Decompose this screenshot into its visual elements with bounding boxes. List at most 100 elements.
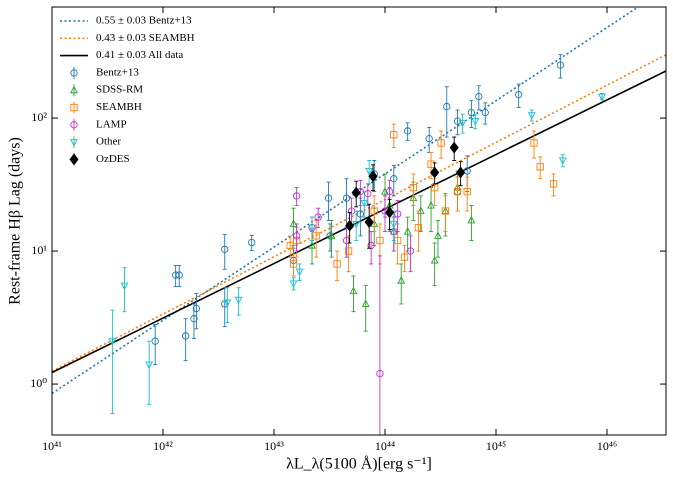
x-tick-label: 10⁴⁶ bbox=[597, 439, 617, 453]
point bbox=[145, 361, 154, 370]
point bbox=[376, 369, 384, 378]
series-2 bbox=[286, 123, 558, 282]
point bbox=[471, 118, 480, 126]
point bbox=[108, 338, 117, 346]
point bbox=[314, 213, 322, 221]
point bbox=[453, 187, 462, 196]
point bbox=[356, 210, 365, 218]
point bbox=[385, 187, 394, 196]
x-tick-label: 10⁴¹ bbox=[42, 439, 62, 453]
point bbox=[351, 186, 361, 199]
point bbox=[414, 223, 423, 232]
point bbox=[397, 276, 406, 284]
point bbox=[368, 170, 378, 183]
point bbox=[289, 280, 298, 289]
point bbox=[458, 119, 467, 128]
point bbox=[361, 299, 370, 307]
point bbox=[475, 92, 483, 101]
point bbox=[404, 127, 412, 135]
y-axis-label: Rest-frame Hβ Lag (days) bbox=[7, 137, 24, 305]
point bbox=[69, 153, 79, 166]
plot-area bbox=[52, 7, 666, 435]
point bbox=[430, 255, 439, 264]
point bbox=[467, 215, 476, 224]
point bbox=[308, 241, 316, 249]
x-tick-label: 10⁴⁵ bbox=[486, 439, 506, 453]
point bbox=[333, 260, 341, 268]
point bbox=[344, 247, 353, 255]
point bbox=[449, 141, 459, 154]
point bbox=[456, 166, 466, 179]
point bbox=[327, 231, 336, 239]
point bbox=[400, 253, 409, 261]
point bbox=[70, 103, 78, 112]
point bbox=[558, 157, 567, 165]
point bbox=[364, 216, 374, 229]
point bbox=[536, 163, 544, 171]
point bbox=[345, 219, 355, 232]
series-5 bbox=[345, 136, 466, 249]
x-axis-label: λL_λ(5100 Å)[erg s⁻¹] bbox=[286, 455, 432, 473]
point bbox=[192, 304, 201, 313]
legend-label: Bentz+13 bbox=[96, 66, 139, 78]
point bbox=[293, 192, 301, 200]
point bbox=[175, 271, 183, 279]
point bbox=[437, 139, 445, 147]
point bbox=[481, 108, 489, 117]
legend-label: SDSS-RM bbox=[96, 84, 143, 96]
point bbox=[182, 332, 190, 340]
legend-label: 0.43 ± 0.03 SEAMBH bbox=[96, 32, 195, 44]
point bbox=[394, 210, 402, 218]
point bbox=[515, 90, 523, 99]
point bbox=[295, 268, 304, 277]
point bbox=[248, 238, 256, 247]
point bbox=[367, 241, 375, 250]
point bbox=[190, 315, 198, 323]
point bbox=[70, 69, 78, 77]
point bbox=[370, 207, 378, 215]
point bbox=[376, 236, 384, 245]
point bbox=[389, 220, 398, 229]
point bbox=[151, 337, 159, 345]
y-tick-label: 10⁰ bbox=[30, 376, 47, 390]
point bbox=[597, 93, 606, 102]
point bbox=[286, 241, 294, 250]
point bbox=[416, 206, 425, 215]
point bbox=[223, 299, 232, 308]
legend-label: Other bbox=[96, 136, 121, 148]
point bbox=[349, 286, 358, 295]
point bbox=[406, 247, 415, 255]
point bbox=[427, 201, 436, 209]
point bbox=[352, 220, 361, 229]
point bbox=[394, 236, 402, 245]
point bbox=[527, 112, 536, 120]
point bbox=[365, 167, 374, 176]
point bbox=[390, 131, 398, 139]
point bbox=[556, 61, 565, 69]
point bbox=[453, 117, 462, 125]
point bbox=[443, 102, 451, 111]
legend-label: SEAMBH bbox=[96, 101, 142, 113]
legend-label: LAMP bbox=[96, 118, 127, 130]
point bbox=[221, 245, 229, 254]
point bbox=[293, 236, 301, 245]
point bbox=[463, 187, 471, 196]
legend-label: 0.41 ± 0.03 All data bbox=[96, 49, 183, 61]
point bbox=[549, 180, 558, 188]
point bbox=[171, 271, 180, 279]
point bbox=[441, 207, 450, 215]
y-tick-label: 10² bbox=[31, 110, 47, 124]
point bbox=[308, 224, 316, 233]
point bbox=[312, 232, 320, 240]
plot-frame bbox=[51, 6, 667, 436]
point bbox=[403, 227, 412, 235]
y-tick-label: 10¹ bbox=[31, 243, 47, 257]
point bbox=[70, 121, 78, 129]
point bbox=[425, 135, 433, 143]
point bbox=[120, 282, 129, 291]
point bbox=[289, 219, 298, 227]
legend-label: 0.55 ± 0.03 Bentz+13 bbox=[96, 15, 192, 27]
point bbox=[430, 183, 439, 192]
series-4 bbox=[108, 93, 606, 415]
